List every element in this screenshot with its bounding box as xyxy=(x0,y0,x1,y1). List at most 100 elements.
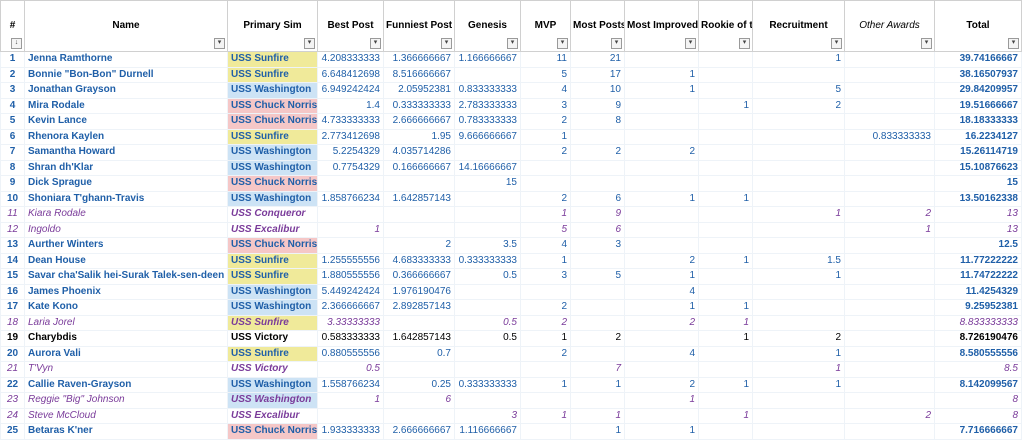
cell-total[interactable]: 11.4254329 xyxy=(934,283,1022,300)
row-name[interactable]: Mira Rodale xyxy=(24,97,228,114)
cell-total[interactable]: 13 xyxy=(934,221,1022,238)
cell-funniest-post[interactable]: 2.666666667 xyxy=(383,423,455,440)
cell-most-posts[interactable] xyxy=(570,128,625,145)
row-name[interactable]: Charybdis xyxy=(24,330,228,347)
row-sim[interactable]: USS Chuck Norris xyxy=(227,113,318,130)
cell-funniest-post[interactable]: 1.642857143 xyxy=(383,330,455,347)
cell-mvp[interactable]: 2 xyxy=(520,190,571,207)
cell-most-posts[interactable]: 9 xyxy=(570,97,625,114)
cell-most-improved[interactable] xyxy=(624,113,699,130)
row-index[interactable]: 18 xyxy=(0,314,25,331)
row-sim[interactable]: USS Washington xyxy=(227,144,318,161)
cell-genesis[interactable] xyxy=(454,345,521,362)
cell-funniest-post[interactable]: 4.035714286 xyxy=(383,144,455,161)
cell-other-awards[interactable] xyxy=(844,299,935,316)
cell-recruitment[interactable]: 1 xyxy=(752,376,845,393)
cell-most-posts[interactable] xyxy=(570,345,625,362)
cell-most-posts[interactable] xyxy=(570,283,625,300)
cell-rookie[interactable] xyxy=(698,66,753,83)
row-sim[interactable]: USS Conqueror xyxy=(227,206,318,223)
cell-most-improved[interactable]: 1 xyxy=(624,190,699,207)
row-name[interactable]: Rhenora Kaylen xyxy=(24,128,228,145)
sort-filter-button[interactable]: ↓ xyxy=(11,38,22,49)
cell-most-posts[interactable]: 7 xyxy=(570,361,625,378)
cell-genesis[interactable] xyxy=(454,190,521,207)
cell-recruitment[interactable] xyxy=(752,144,845,161)
cell-most-improved[interactable]: 1 xyxy=(624,82,699,99)
cell-rookie[interactable] xyxy=(698,175,753,192)
cell-other-awards[interactable]: 2 xyxy=(844,407,935,424)
row-sim[interactable]: USS Sunfire xyxy=(227,128,318,145)
cell-genesis[interactable]: 15 xyxy=(454,175,521,192)
cell-rookie[interactable] xyxy=(698,128,753,145)
cell-funniest-post[interactable]: 2 xyxy=(383,237,455,254)
cell-mvp[interactable]: 2 xyxy=(520,345,571,362)
row-sim[interactable]: USS Washington xyxy=(227,190,318,207)
row-index[interactable]: 7 xyxy=(0,144,25,161)
row-sim[interactable]: USS Excalibur xyxy=(227,221,318,238)
row-index[interactable]: 13 xyxy=(0,237,25,254)
cell-recruitment[interactable]: 1 xyxy=(752,268,845,285)
row-sim[interactable]: USS Washington xyxy=(227,283,318,300)
row-name[interactable]: Bonnie "Bon-Bon" Durnell xyxy=(24,66,228,83)
cell-total[interactable]: 11.74722222 xyxy=(934,268,1022,285)
row-sim[interactable]: USS Sunfire xyxy=(227,51,318,68)
cell-most-improved[interactable] xyxy=(624,175,699,192)
cell-rookie[interactable] xyxy=(698,268,753,285)
cell-most-improved[interactable]: 1 xyxy=(624,299,699,316)
cell-most-posts[interactable] xyxy=(570,159,625,176)
cell-best-post[interactable]: 0.5 xyxy=(317,361,384,378)
cell-mvp[interactable]: 3 xyxy=(520,268,571,285)
row-sim[interactable]: USS Excalibur xyxy=(227,407,318,424)
row-index[interactable]: 15 xyxy=(0,268,25,285)
cell-mvp[interactable]: 2 xyxy=(520,314,571,331)
cell-most-posts[interactable]: 6 xyxy=(570,221,625,238)
cell-other-awards[interactable] xyxy=(844,237,935,254)
cell-mvp[interactable] xyxy=(520,159,571,176)
cell-most-posts[interactable]: 1 xyxy=(570,376,625,393)
cell-mvp[interactable]: 1 xyxy=(520,330,571,347)
cell-genesis[interactable]: 0.333333333 xyxy=(454,376,521,393)
row-index[interactable]: 10 xyxy=(0,190,25,207)
cell-most-improved[interactable]: 1 xyxy=(624,423,699,440)
cell-genesis[interactable]: 3 xyxy=(454,407,521,424)
cell-total[interactable]: 38.16507937 xyxy=(934,66,1022,83)
cell-best-post[interactable]: 1 xyxy=(317,221,384,238)
row-index[interactable]: 12 xyxy=(0,221,25,238)
cell-other-awards[interactable] xyxy=(844,51,935,68)
cell-best-post[interactable]: 0.7754329 xyxy=(317,159,384,176)
row-sim[interactable]: USS Sunfire xyxy=(227,252,318,269)
cell-best-post[interactable]: 6.648412698 xyxy=(317,66,384,83)
cell-total[interactable]: 8.142099567 xyxy=(934,376,1022,393)
cell-mvp[interactable] xyxy=(520,361,571,378)
row-sim[interactable]: USS Washington xyxy=(227,82,318,99)
cell-other-awards[interactable] xyxy=(844,252,935,269)
cell-other-awards[interactable] xyxy=(844,175,935,192)
row-index[interactable]: 8 xyxy=(0,159,25,176)
cell-other-awards[interactable] xyxy=(844,144,935,161)
cell-most-improved[interactable] xyxy=(624,206,699,223)
cell-most-improved[interactable] xyxy=(624,97,699,114)
cell-rookie[interactable]: 1 xyxy=(698,376,753,393)
cell-funniest-post[interactable] xyxy=(383,206,455,223)
cell-mvp[interactable] xyxy=(520,283,571,300)
row-name[interactable]: Steve McCloud xyxy=(24,407,228,424)
cell-best-post[interactable] xyxy=(317,175,384,192)
cell-most-improved[interactable]: 2 xyxy=(624,314,699,331)
cell-other-awards[interactable] xyxy=(844,283,935,300)
cell-recruitment[interactable] xyxy=(752,66,845,83)
cell-other-awards[interactable] xyxy=(844,97,935,114)
cell-mvp[interactable]: 2 xyxy=(520,299,571,316)
cell-most-improved[interactable] xyxy=(624,51,699,68)
cell-total[interactable]: 13 xyxy=(934,206,1022,223)
cell-rookie[interactable] xyxy=(698,237,753,254)
cell-other-awards[interactable] xyxy=(844,423,935,440)
cell-best-post[interactable]: 5.449242424 xyxy=(317,283,384,300)
cell-genesis[interactable]: 0.783333333 xyxy=(454,113,521,130)
cell-total[interactable]: 29.84209957 xyxy=(934,82,1022,99)
row-index[interactable]: 3 xyxy=(0,82,25,99)
cell-best-post[interactable]: 1.558766234 xyxy=(317,376,384,393)
row-index[interactable]: 9 xyxy=(0,175,25,192)
filter-dropdown-icon[interactable]: ▾ xyxy=(370,38,381,49)
cell-best-post[interactable]: 1.4 xyxy=(317,97,384,114)
